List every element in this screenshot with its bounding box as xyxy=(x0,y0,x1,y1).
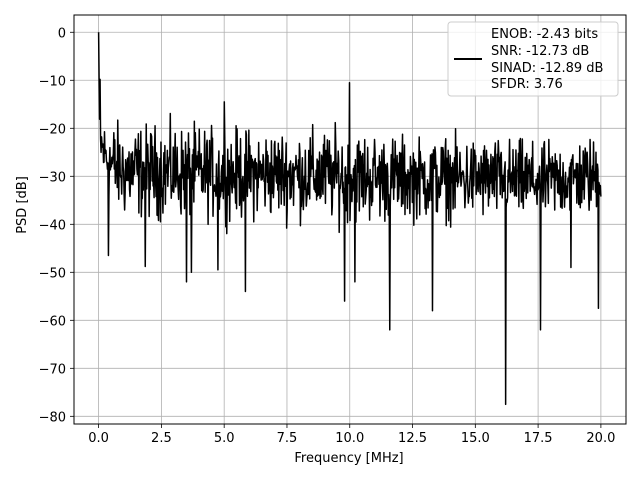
legend: ENOB: -2.43 bits SNR: -12.73 dB SINAD: -… xyxy=(447,21,619,97)
x-tick-label: 5.0 xyxy=(214,431,235,446)
x-tick-label: 15.0 xyxy=(461,431,490,446)
y-tick-label: −10 xyxy=(39,74,66,89)
y-tick-label: −30 xyxy=(39,170,66,185)
legend-box xyxy=(447,21,619,97)
legend-line-2: SNR: -12.73 dB xyxy=(491,44,589,59)
y-tick-label: −40 xyxy=(39,218,66,233)
psd-series-line xyxy=(97,32,602,406)
x-axis-label: Frequency [MHz] xyxy=(294,451,403,466)
x-tick-label: 0.0 xyxy=(88,431,109,446)
legend-line-4: SFDR: 3.76 xyxy=(491,77,563,92)
y-tick-label: −60 xyxy=(39,314,66,329)
y-axis-label: PSD [dB] xyxy=(15,176,30,234)
x-tick-label: 10.0 xyxy=(335,431,364,446)
x-tick-label: 2.5 xyxy=(151,431,172,446)
legend-line-1: ENOB: -2.43 bits xyxy=(491,27,598,42)
plot-layer xyxy=(97,32,602,406)
x-tick-label: 20.0 xyxy=(586,431,615,446)
y-tick-label: −80 xyxy=(39,410,66,425)
y-tick-label: −50 xyxy=(39,266,66,281)
x-tick-label: 17.5 xyxy=(524,431,553,446)
x-tick-label: 7.5 xyxy=(277,431,298,446)
y-tick-label: −20 xyxy=(39,122,66,137)
y-tick-label: 0 xyxy=(58,26,66,41)
x-tick-label: 12.5 xyxy=(398,431,427,446)
tick-layer: 0.0 2.5 5.0 7.5 10.0 12.5 15.0 17.5 20.0 0 −10 −20 −… xyxy=(39,26,616,446)
legend-line-3: SINAD: -12.89 dB xyxy=(491,61,603,76)
y-tick-label: −70 xyxy=(39,362,66,377)
